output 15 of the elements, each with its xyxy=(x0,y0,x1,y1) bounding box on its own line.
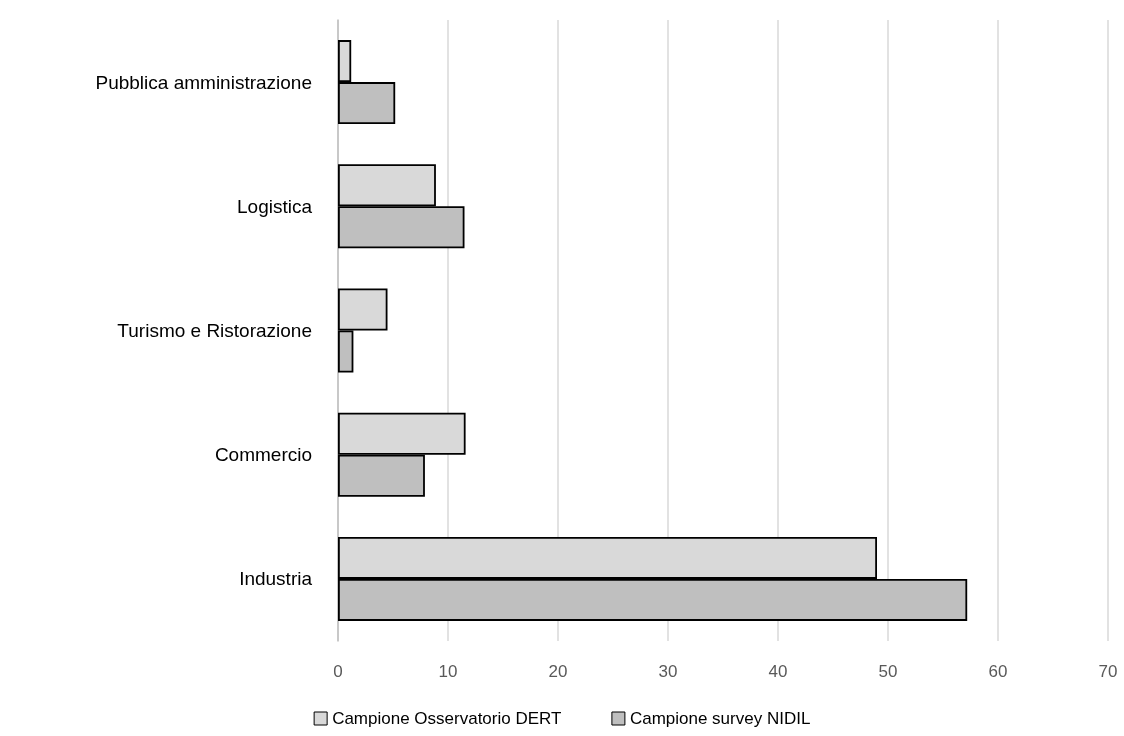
y-tick-label: Turismo e Ristorazione xyxy=(117,320,312,341)
x-tick-label: 70 xyxy=(1098,662,1118,681)
y-tick-label: Commercio xyxy=(214,444,312,466)
x-tick-label: 30 xyxy=(658,662,678,681)
y-tick-label: Pubblica amministrazione xyxy=(95,71,312,93)
y-tick-label: Logistica xyxy=(237,195,313,217)
x-tick-label: 0 xyxy=(333,662,343,681)
legend-label: Campione survey NIDIL xyxy=(629,709,811,728)
x-tick-label: 40 xyxy=(768,662,788,681)
y-tick-label: Industria xyxy=(239,568,313,590)
x-tick-label: 20 xyxy=(548,662,568,681)
legend-label: Campione Osservatorio DERT xyxy=(332,709,562,728)
x-tick-label: 60 xyxy=(988,662,1008,681)
x-tick-label: 50 xyxy=(878,662,898,681)
x-tick-label: 10 xyxy=(438,662,458,681)
